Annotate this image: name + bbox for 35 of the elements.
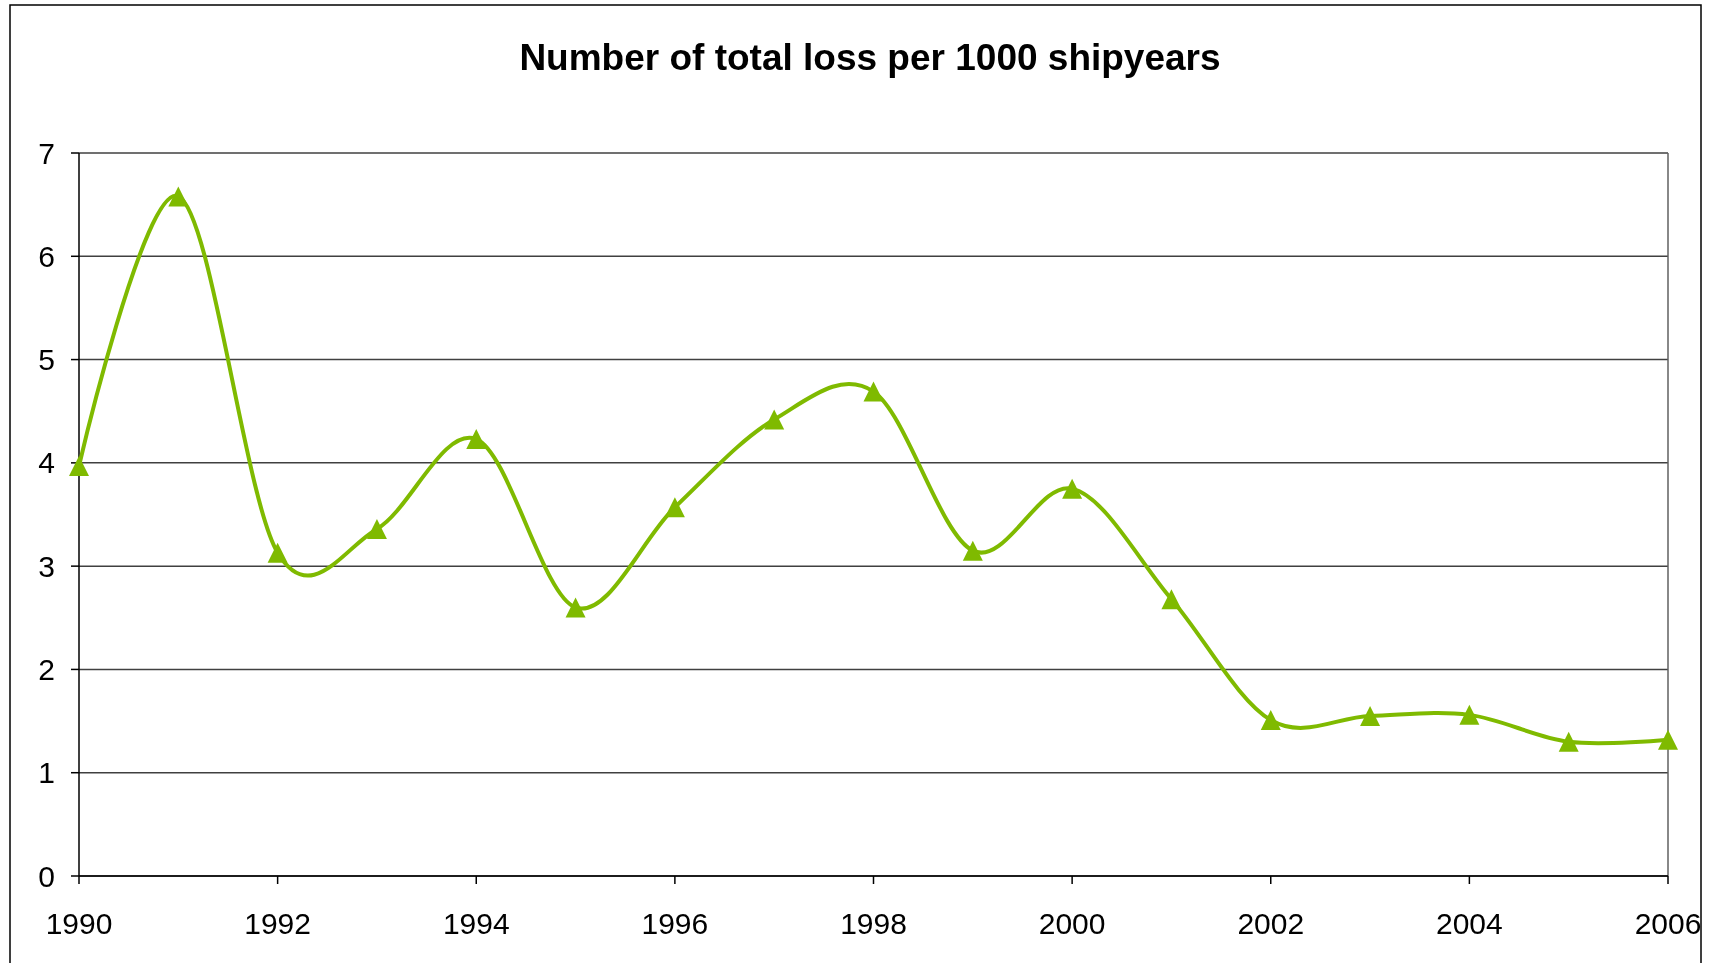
x-tick-label: 1990 [45, 906, 113, 940]
point [267, 542, 288, 563]
point [664, 497, 685, 518]
x-tick-label: 1998 [840, 906, 907, 940]
y-tick-label: 6 [38, 239, 55, 273]
point [1558, 731, 1579, 752]
x-tick-label: 1996 [641, 906, 709, 940]
point [366, 518, 387, 539]
point [764, 409, 785, 430]
point [962, 540, 983, 561]
point [466, 429, 487, 450]
x-tick-label: 2000 [1038, 906, 1106, 940]
x-tick-label: 1992 [244, 906, 311, 940]
point [1459, 704, 1480, 725]
y-tick-label: 3 [38, 549, 55, 583]
point [863, 381, 884, 402]
y-tick-label: 0 [38, 859, 55, 893]
x-tick-label: 1994 [442, 906, 510, 940]
point [69, 455, 89, 476]
chart-title: Number of total loss per 1000 shipyears [519, 36, 1221, 78]
y-tick-label: 7 [38, 136, 55, 170]
x-tick-label: 2002 [1237, 906, 1305, 940]
point [1260, 710, 1281, 731]
point [1360, 705, 1381, 726]
y-tick-label: 2 [38, 652, 55, 686]
x-tick-label: 2006 [1634, 906, 1702, 940]
point [1062, 478, 1083, 499]
y-tick-label: 5 [38, 343, 55, 377]
x-tick-label: 2004 [1436, 906, 1503, 940]
point [168, 186, 189, 207]
point [1658, 729, 1678, 750]
y-tick-label: 1 [38, 756, 55, 790]
y-tick-label: 4 [38, 446, 55, 480]
point [1161, 589, 1182, 610]
point [565, 597, 586, 618]
